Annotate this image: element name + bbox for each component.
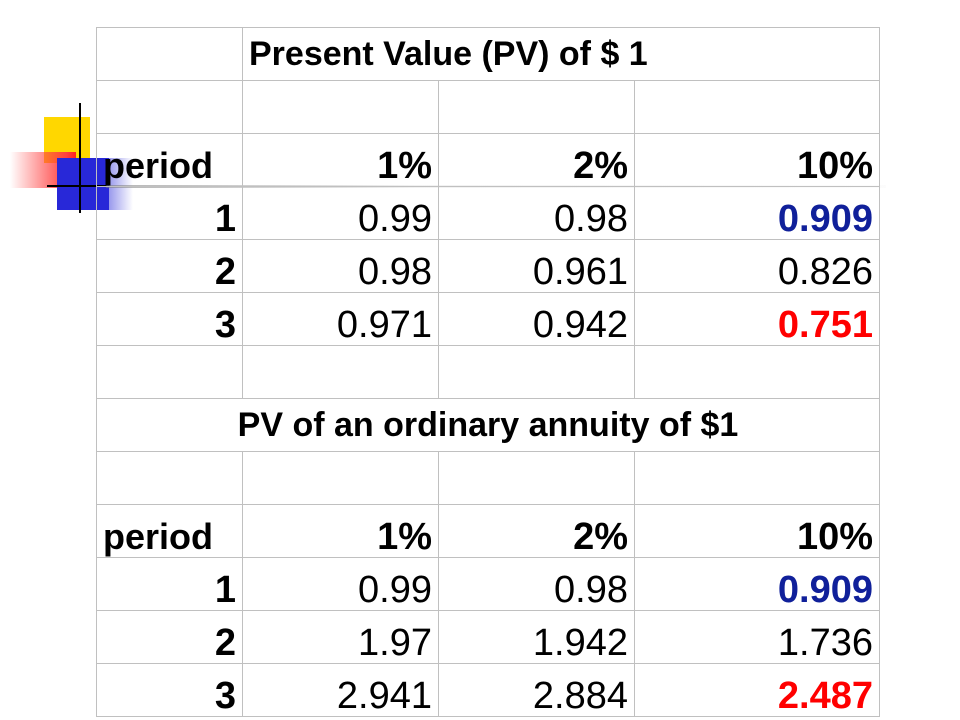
period-header: period: [96, 133, 243, 187]
empty-cell: [96, 27, 243, 81]
value-cell: 0.98: [438, 186, 635, 240]
present-value-table: Present Value (PV) of $ 1 period 1% 2% 1…: [96, 27, 880, 717]
table-row-title-pv: Present Value (PV) of $ 1: [96, 27, 880, 81]
rate-header-10pct: 10%: [634, 133, 880, 187]
empty-cell: [96, 80, 243, 134]
rate-header-2pct: 2%: [438, 504, 635, 558]
empty-cell: [242, 80, 439, 134]
highlight-value-cell: 0.909: [634, 186, 880, 240]
table-row-title-annuity: PV of an ordinary annuity of $1: [96, 398, 880, 452]
value-cell: 0.942: [438, 292, 635, 346]
value-cell: 1.97: [242, 610, 439, 664]
table-row: 3 2.941 2.884 2.487: [96, 663, 880, 717]
table-row-blank: [96, 451, 880, 505]
highlight-value-cell: 0.909: [634, 557, 880, 611]
empty-cell: [438, 451, 635, 505]
value-cell: 0.98: [242, 239, 439, 293]
value-cell: 0.971: [242, 292, 439, 346]
table-row-blank: [96, 80, 880, 134]
table-row-blank: [96, 345, 880, 399]
rate-header-2pct: 2%: [438, 133, 635, 187]
value-cell: 0.98: [438, 557, 635, 611]
value-cell: 2.884: [438, 663, 635, 717]
table-row: 3 0.971 0.942 0.751: [96, 292, 880, 346]
value-cell: 0.99: [242, 186, 439, 240]
empty-cell: [438, 80, 635, 134]
period-cell: 2: [96, 610, 243, 664]
decorative-horizontal-line: [47, 185, 107, 187]
value-cell: 0.961: [438, 239, 635, 293]
period-cell: 1: [96, 186, 243, 240]
rate-header-1pct: 1%: [242, 133, 439, 187]
empty-cell: [634, 451, 880, 505]
empty-cell: [438, 345, 635, 399]
value-cell: 1.736: [634, 610, 880, 664]
table-row: 2 1.97 1.942 1.736: [96, 610, 880, 664]
period-cell: 2: [96, 239, 243, 293]
value-cell: 0.99: [242, 557, 439, 611]
value-cell: 0.826: [634, 239, 880, 293]
empty-cell: [634, 80, 880, 134]
empty-cell: [96, 451, 243, 505]
empty-cell: [242, 345, 439, 399]
empty-cell: [242, 451, 439, 505]
highlight-value-cell: 2.487: [634, 663, 880, 717]
period-header: period: [96, 504, 243, 558]
pv-table-title: Present Value (PV) of $ 1: [242, 27, 880, 81]
period-cell: 1: [96, 557, 243, 611]
empty-cell: [634, 345, 880, 399]
value-cell: 2.941: [242, 663, 439, 717]
value-cell: 1.942: [438, 610, 635, 664]
rate-header-1pct: 1%: [242, 504, 439, 558]
period-cell: 3: [96, 663, 243, 717]
annuity-table-title: PV of an ordinary annuity of $1: [96, 398, 880, 452]
table-row-header: period 1% 2% 10%: [96, 504, 880, 558]
table-row: 1 0.99 0.98 0.909: [96, 557, 880, 611]
highlight-value-cell: 0.751: [634, 292, 880, 346]
period-cell: 3: [96, 292, 243, 346]
rate-header-10pct: 10%: [634, 504, 880, 558]
table-row-header: period 1% 2% 10%: [96, 133, 880, 187]
decorative-vertical-line: [79, 103, 81, 213]
table-row: 1 0.99 0.98 0.909: [96, 186, 880, 240]
table-row: 2 0.98 0.961 0.826: [96, 239, 880, 293]
empty-cell: [96, 345, 243, 399]
